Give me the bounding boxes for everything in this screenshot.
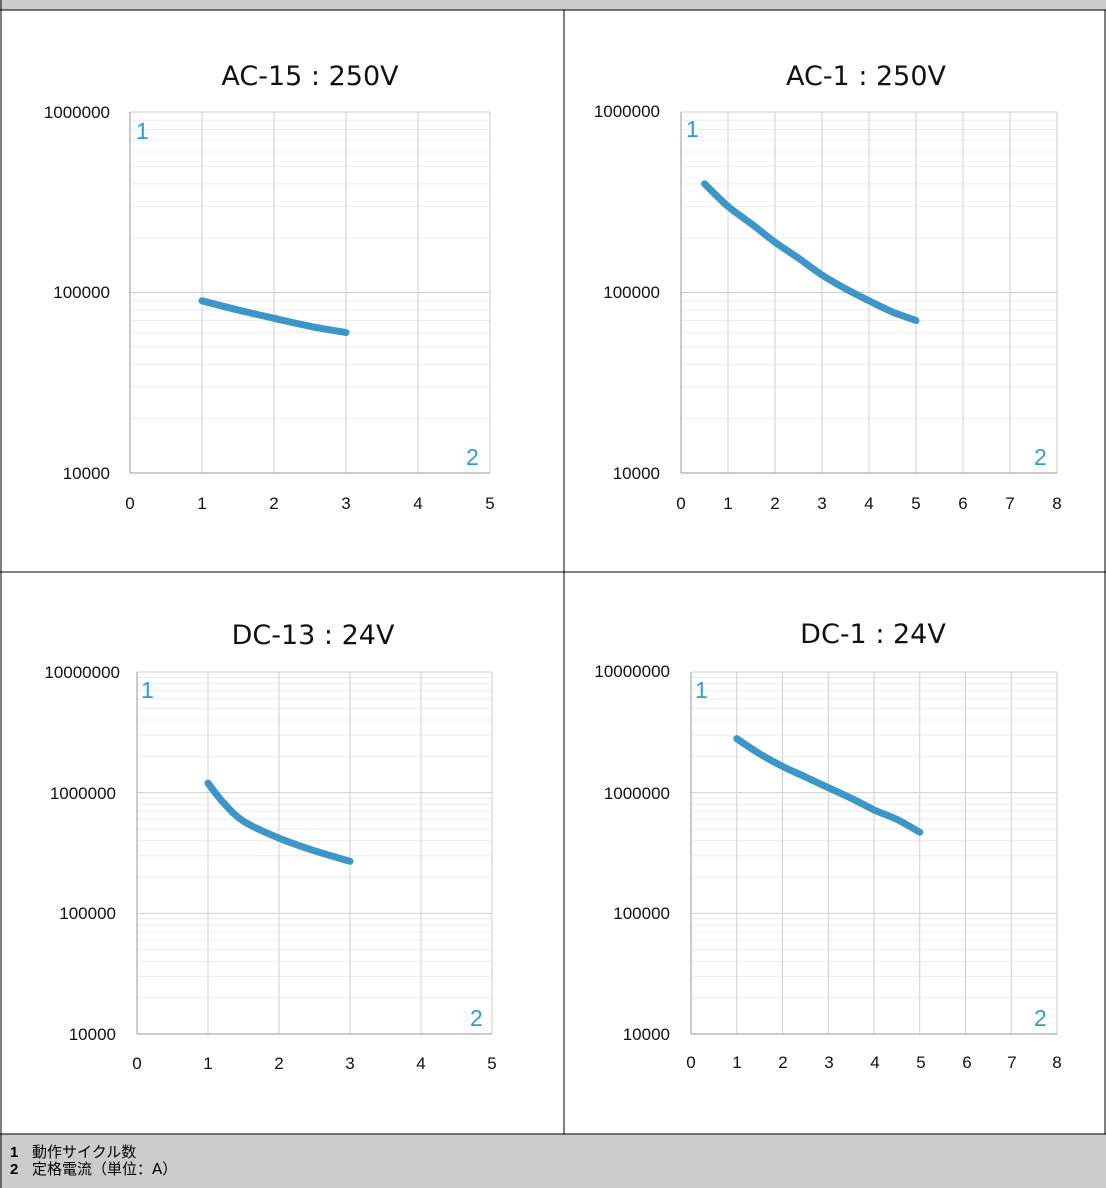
legend-text: 動作サイクル数	[32, 1143, 137, 1161]
x-tick-label: 3	[817, 494, 826, 513]
chart-title: DC-13 : 24V	[232, 620, 395, 651]
x-tick-label: 6	[962, 1053, 971, 1072]
series-line	[198, 297, 350, 336]
chart-panel-dc13: DC-13 : 24V 10000000 1000000 100000 1000…	[44, 620, 496, 1073]
x-axis-marker: 2	[466, 444, 479, 470]
x-tick-labels: 0 1 2 3 4 5 6 7 8	[676, 494, 1061, 513]
y-tick-label: 10000	[613, 464, 660, 483]
x-tick-label: 2	[778, 1053, 787, 1072]
x-axis-marker: 2	[1034, 1005, 1047, 1031]
legend-number: 1	[10, 1144, 19, 1161]
y-axis-marker: 1	[686, 116, 699, 142]
x-tick-label: 5	[487, 1054, 496, 1073]
y-tick-labels: 1000000 100000 10000	[594, 102, 660, 483]
legend-band	[0, 1134, 1106, 1188]
gridlines	[136, 671, 493, 1035]
x-tick-label: 4	[864, 494, 873, 513]
x-tick-label: 0	[676, 494, 685, 513]
x-tick-label: 4	[413, 494, 422, 513]
chart-panel-ac15: AC-15 : 250V 1000000 100000 10000 0 1 2 …	[44, 61, 495, 513]
x-tick-label: 3	[341, 494, 350, 513]
chart-title: DC-1 : 24V	[800, 619, 946, 650]
chart-title: AC-1 : 250V	[786, 61, 947, 92]
gridlines	[690, 671, 1058, 1035]
x-axis-marker: 2	[470, 1005, 483, 1031]
x-tick-label: 2	[770, 494, 779, 513]
x-tick-labels: 0 1 2 3 4 5 6 7 8	[686, 1053, 1061, 1072]
y-tick-label: 1000000	[50, 784, 116, 803]
y-tick-label: 10000	[69, 1025, 116, 1044]
x-tick-label: 3	[824, 1053, 833, 1072]
y-axis-marker: 1	[141, 677, 154, 703]
y-tick-labels: 10000000 1000000 100000 10000	[44, 663, 120, 1044]
y-tick-label: 10000	[63, 464, 110, 483]
y-tick-label: 10000000	[594, 662, 670, 681]
x-tick-label: 2	[274, 1054, 283, 1073]
legend-text: 定格電流（単位：A）	[32, 1160, 178, 1178]
x-tick-label: 4	[870, 1053, 879, 1072]
y-tick-labels: 1000000 100000 10000	[44, 103, 110, 483]
x-tick-label: 3	[345, 1054, 354, 1073]
legend: 1 動作サイクル数 2 定格電流（単位：A）	[10, 1143, 1100, 1179]
x-tick-label: 1	[723, 494, 732, 513]
x-tick-labels: 0 1 2 3 4 5	[125, 494, 494, 513]
legend-item: 2 定格電流（単位：A）	[10, 1160, 1100, 1179]
series-line	[733, 735, 924, 836]
x-axis-marker: 2	[1034, 444, 1047, 470]
gridlines	[680, 111, 1058, 474]
x-tick-label: 8	[1052, 494, 1061, 513]
legend-number: 2	[10, 1161, 19, 1178]
y-tick-label: 1000000	[604, 784, 670, 803]
y-axis-marker: 1	[136, 118, 149, 144]
series-line	[204, 779, 354, 865]
y-tick-label: 100000	[59, 904, 116, 923]
chart-panel-ac1: AC-1 : 250V 1000000 100000 10000 0 1 2 3…	[594, 61, 1062, 513]
x-tick-label: 5	[916, 1053, 925, 1072]
x-tick-label: 7	[1007, 1053, 1016, 1072]
x-tick-label: 1	[197, 494, 206, 513]
x-tick-label: 2	[269, 494, 278, 513]
y-tick-label: 10000000	[44, 663, 120, 682]
y-tick-label: 1000000	[44, 103, 110, 122]
y-tick-label: 10000	[623, 1025, 670, 1044]
legend-item: 1 動作サイクル数	[10, 1143, 1100, 1162]
series-line	[701, 180, 920, 324]
x-tick-label: 0	[686, 1053, 695, 1072]
x-tick-label: 0	[132, 1054, 141, 1073]
x-tick-label: 7	[1005, 494, 1014, 513]
x-tick-label: 1	[203, 1054, 212, 1073]
chart-panel-dc1: DC-1 : 24V 10000000 1000000 100000 10000…	[594, 619, 1061, 1072]
y-tick-labels: 10000000 1000000 100000 10000	[594, 662, 670, 1044]
y-tick-label: 100000	[603, 283, 660, 302]
x-tick-label: 4	[416, 1054, 425, 1073]
y-axis-marker: 1	[695, 677, 708, 703]
x-tick-labels: 0 1 2 3 4 5	[132, 1054, 496, 1073]
x-tick-label: 6	[958, 494, 967, 513]
top-band	[0, 0, 1106, 10]
chart-title: AC-15 : 250V	[221, 61, 399, 92]
y-tick-label: 100000	[613, 904, 670, 923]
gridlines	[129, 111, 491, 474]
x-tick-label: 1	[732, 1053, 741, 1072]
x-tick-label: 0	[125, 494, 134, 513]
x-tick-label: 8	[1052, 1053, 1061, 1072]
y-tick-label: 1000000	[594, 102, 660, 121]
x-tick-label: 5	[485, 494, 494, 513]
x-tick-label: 5	[911, 494, 920, 513]
y-tick-label: 100000	[53, 283, 110, 302]
